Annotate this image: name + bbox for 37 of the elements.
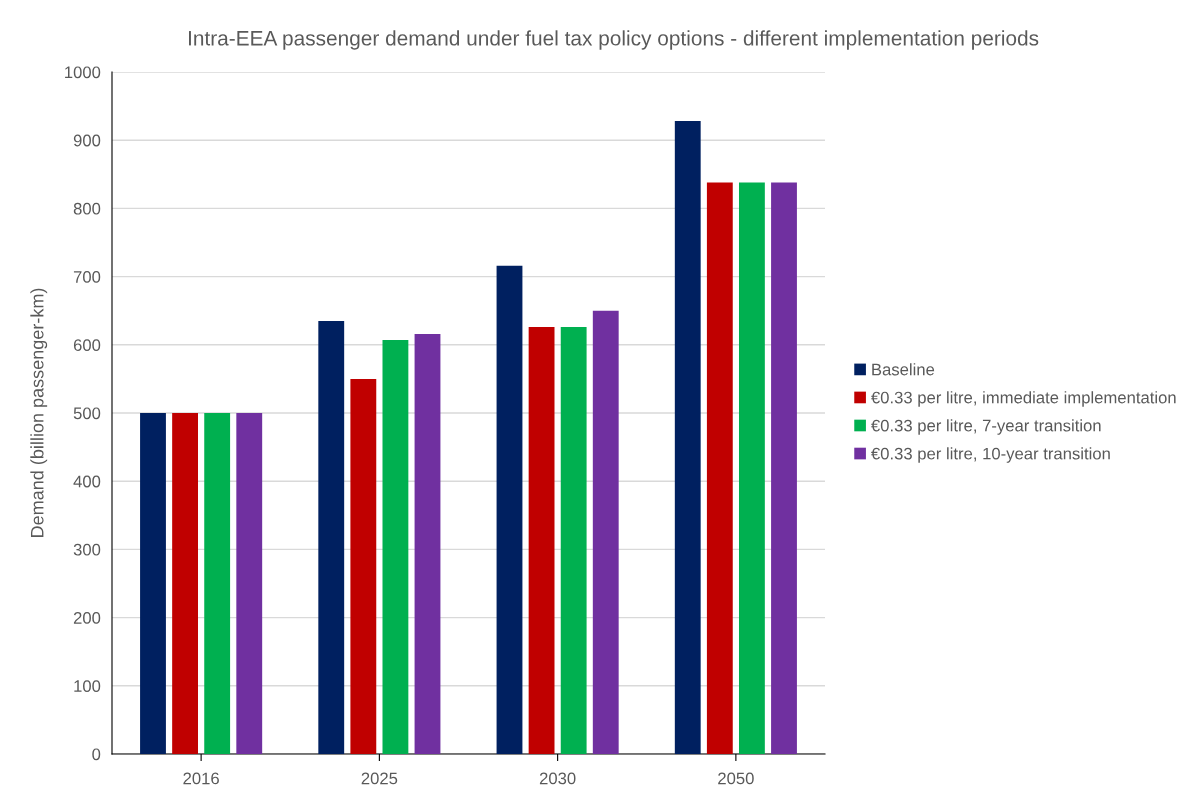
y-tick-label: 500 xyxy=(73,407,101,420)
bar xyxy=(140,413,166,754)
legend-label: €0.33 per litre, immediate implementation xyxy=(871,391,1176,407)
y-tick-label: 800 xyxy=(73,202,101,215)
chart-title: Intra-EEA passenger demand under fuel tax policy options - different implementation periods xyxy=(188,30,1039,50)
x-tick-label: 2030 xyxy=(539,772,576,785)
bar xyxy=(350,378,377,754)
y-tick-label: 300 xyxy=(73,543,101,556)
bar xyxy=(592,310,619,754)
y-tick-label: 700 xyxy=(73,271,101,283)
bar xyxy=(318,320,345,754)
bar xyxy=(528,327,555,754)
y-tick-label: 600 xyxy=(73,339,101,351)
bar xyxy=(382,340,409,754)
legend-label: €0.33 per litre, 10-year transition xyxy=(871,447,1110,463)
y-tick-label: 0 xyxy=(92,748,101,761)
bar xyxy=(560,327,587,754)
x-tick-label: 2050 xyxy=(718,772,754,785)
y-tick-label: 200 xyxy=(73,612,101,624)
bar xyxy=(204,413,231,754)
y-tick-label: 100 xyxy=(74,680,101,692)
x-tick-label: 2016 xyxy=(183,772,219,785)
y-tick-label: 900 xyxy=(73,134,101,147)
legend-label: Baseline xyxy=(872,363,935,376)
legend-label: €0.33 per litre, 7-year transition xyxy=(871,419,1101,435)
bar xyxy=(738,182,765,754)
bar xyxy=(414,333,441,754)
x-tick-label: 2025 xyxy=(361,772,398,785)
y-tick-label: 400 xyxy=(73,475,101,488)
bar xyxy=(674,121,701,754)
y-axis-title: Demand (billion passenger-km) xyxy=(30,288,48,537)
bar xyxy=(771,182,797,754)
y-tick-label: 1000 xyxy=(65,66,101,79)
bar xyxy=(706,182,733,754)
bar xyxy=(496,265,523,754)
bar xyxy=(172,413,199,754)
bar xyxy=(236,413,263,754)
